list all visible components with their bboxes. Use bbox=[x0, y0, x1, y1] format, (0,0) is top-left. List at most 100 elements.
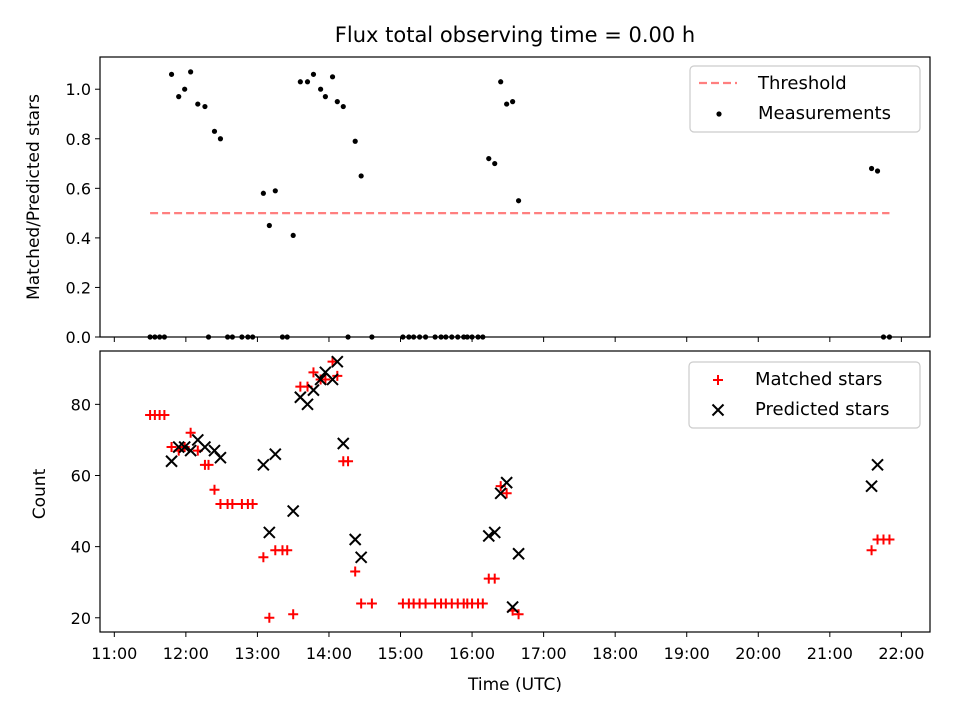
legend-plus-swatch bbox=[713, 375, 723, 385]
plus-point bbox=[185, 427, 196, 438]
x-tick-label: 16:00 bbox=[449, 644, 495, 663]
top-panel: 0.0 0.2 0.4 0.6 0.8 1.0 Threshold Measurements bbox=[66, 56, 931, 347]
y-tick-label: 80 bbox=[71, 395, 91, 414]
dot-point bbox=[874, 168, 881, 174]
x-tick-label: 11:00 bbox=[91, 644, 137, 663]
dot-point bbox=[318, 86, 324, 92]
plus-point bbox=[366, 598, 377, 609]
dot-point bbox=[498, 79, 504, 85]
legend-cross-swatch bbox=[711, 403, 725, 417]
dot-point bbox=[492, 160, 498, 167]
plus-point bbox=[227, 498, 238, 509]
y-tick-label: 0.6 bbox=[66, 179, 91, 198]
legend-box bbox=[689, 65, 921, 133]
dot-point bbox=[504, 101, 510, 107]
axes-frame bbox=[99, 56, 931, 338]
cross-point bbox=[307, 383, 320, 397]
legend: Threshold Measurements bbox=[689, 65, 921, 133]
x-tick-label: 17:00 bbox=[521, 644, 567, 663]
top-y-axis-label: Matched/Predicted stars bbox=[24, 94, 44, 300]
cross-point bbox=[512, 547, 525, 560]
dot-point bbox=[195, 101, 201, 107]
plus-point bbox=[489, 573, 500, 584]
plus-point bbox=[350, 566, 361, 577]
dot-point bbox=[272, 188, 278, 194]
x-tick-label: 21:00 bbox=[807, 644, 853, 663]
dot-point bbox=[297, 79, 303, 85]
y-tick-label: 0.8 bbox=[66, 130, 91, 149]
plus-point bbox=[356, 598, 367, 609]
plus-point bbox=[308, 367, 319, 378]
plus-point bbox=[264, 612, 275, 623]
cross-point bbox=[354, 551, 368, 564]
legend-dot-swatch bbox=[716, 111, 722, 117]
cross-point bbox=[286, 504, 300, 518]
cross-point bbox=[506, 600, 519, 614]
x-tick-label: 22:00 bbox=[878, 644, 924, 663]
y-tick-label: 40 bbox=[71, 538, 91, 557]
dot-point bbox=[322, 94, 328, 100]
cross-point bbox=[348, 533, 362, 546]
dot-point bbox=[260, 190, 266, 196]
dot-point bbox=[329, 74, 336, 80]
cross-point bbox=[257, 458, 270, 472]
cross-point bbox=[178, 440, 191, 454]
dot-point bbox=[358, 173, 364, 179]
plus-point bbox=[343, 456, 354, 467]
cross-point bbox=[500, 476, 513, 489]
cross-point bbox=[198, 440, 212, 454]
plus-point bbox=[513, 609, 524, 620]
x-tick-label: 12:00 bbox=[163, 644, 209, 663]
dot-point bbox=[211, 128, 218, 134]
x-tick-label: 19:00 bbox=[664, 644, 710, 663]
cross-point bbox=[269, 447, 282, 461]
dot-point bbox=[334, 99, 340, 105]
x-tick-label: 13:00 bbox=[234, 644, 280, 663]
legend-label: Threshold bbox=[757, 73, 847, 94]
x-tick-label: 20:00 bbox=[735, 644, 781, 663]
plus-point bbox=[159, 410, 170, 421]
y-tick-label: 1.0 bbox=[66, 80, 91, 99]
cross-point bbox=[314, 373, 327, 386]
cross-point bbox=[488, 526, 501, 539]
plus-point bbox=[884, 534, 895, 545]
dot-point bbox=[510, 99, 516, 105]
cross-point bbox=[301, 398, 314, 411]
dot-point bbox=[176, 94, 182, 100]
x-tick-label: 15:00 bbox=[377, 644, 423, 663]
y-tick-label: 0.2 bbox=[66, 278, 91, 297]
plus-point bbox=[866, 545, 877, 556]
legend-box bbox=[688, 361, 921, 429]
dot-point bbox=[352, 138, 358, 144]
cross-point bbox=[482, 529, 495, 543]
bottom-y-axis-label: Count bbox=[30, 468, 50, 519]
dot-point bbox=[310, 71, 317, 77]
dot-point bbox=[182, 86, 188, 92]
chart-title: Flux total observing time = 0.00 h bbox=[335, 23, 695, 47]
bottom-panel: 11:00 12:00 13:00 14:00 15:00 16:00 17:00 18:00… bbox=[71, 350, 931, 663]
dot-point bbox=[188, 69, 194, 75]
dot-point bbox=[304, 79, 311, 85]
legend-label: Measurements bbox=[758, 103, 891, 124]
plus-point bbox=[258, 552, 269, 563]
cross-point bbox=[326, 373, 339, 386]
y-tick-label: 60 bbox=[71, 466, 91, 485]
axes-frame bbox=[99, 350, 931, 633]
cross-point bbox=[494, 487, 507, 500]
y-tick-label: 0.0 bbox=[66, 328, 91, 347]
x-tick-label: 14:00 bbox=[306, 644, 352, 663]
legend-label: Predicted stars bbox=[755, 399, 889, 420]
dot-point bbox=[486, 155, 492, 162]
cross-point bbox=[263, 526, 276, 539]
plus-point bbox=[420, 598, 431, 609]
cross-point bbox=[331, 355, 344, 368]
dot-point bbox=[217, 136, 224, 142]
cross-point bbox=[214, 451, 227, 464]
y-tick-label: 0.4 bbox=[66, 229, 91, 248]
plus-point bbox=[203, 459, 214, 470]
plus-point bbox=[282, 545, 293, 556]
dot-point bbox=[202, 103, 208, 110]
plus-point bbox=[209, 484, 220, 495]
plus-point bbox=[247, 498, 258, 509]
cross-point bbox=[184, 444, 197, 457]
